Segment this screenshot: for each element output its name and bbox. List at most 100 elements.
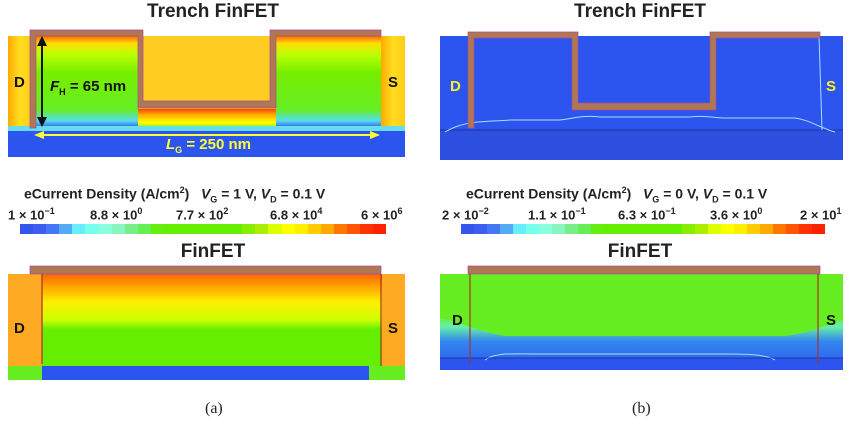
caption-b: (b) xyxy=(632,400,651,417)
gate-length-annotation: LG = 250 nm xyxy=(166,136,251,155)
trench-gate xyxy=(467,31,821,129)
colorbar-segment xyxy=(669,224,682,234)
colorbar-segment xyxy=(255,224,269,234)
colorbar-segment xyxy=(150,224,164,234)
colorbar-segment xyxy=(124,224,138,234)
channel-interface xyxy=(8,126,405,131)
colorbar-segment xyxy=(137,224,151,234)
gate xyxy=(467,265,821,275)
colorbar-segment xyxy=(656,224,669,234)
drain-label: D xyxy=(14,320,25,337)
colorbar-segment xyxy=(799,224,812,234)
panel-b-bottom-title: FinFET xyxy=(607,241,673,262)
contour-line xyxy=(818,35,823,131)
colorbar-segment xyxy=(539,224,552,234)
drain-region xyxy=(8,36,32,128)
contour-line xyxy=(484,353,776,361)
colorbar-segment xyxy=(526,224,539,234)
colorbar-segment xyxy=(721,224,734,234)
colorbar-segment xyxy=(734,224,747,234)
fin-right xyxy=(276,36,381,128)
panel-b-top-title: Trench FinFET xyxy=(574,1,706,22)
colorbar-segment xyxy=(360,224,374,234)
drain-label: D xyxy=(452,312,463,329)
trench-channel xyxy=(138,109,276,128)
panel-b-trench-finfet-map xyxy=(440,31,843,160)
colorbar-segment xyxy=(33,224,47,234)
colorbar-tick: 1 × 10−1 xyxy=(8,206,55,223)
colorbar-segment xyxy=(203,224,217,234)
colorbar-tick: 1.1 × 10−1 xyxy=(528,206,586,223)
colorbar-tick: 6 × 106 xyxy=(361,206,403,223)
panel-a-trench-finfet-map xyxy=(8,29,405,157)
colorbar-segment xyxy=(229,224,243,234)
colorbar-segment xyxy=(190,224,204,234)
colorbar-segment xyxy=(604,224,617,234)
fin-left xyxy=(32,36,138,128)
trench-gate xyxy=(29,29,382,129)
colorbar-segment xyxy=(812,224,825,234)
colorbar-tick: 2 × 10−2 xyxy=(442,206,489,223)
colorbar-segment xyxy=(513,224,526,234)
colorbar-segment xyxy=(617,224,630,234)
colorbar-segment xyxy=(98,224,112,234)
colorbar-segment xyxy=(643,224,656,234)
panel-a-colorbar-title: eCurrent Density (A/cm2) VG = 1 V, VD = … xyxy=(24,185,326,205)
colorbar-segment xyxy=(695,224,708,234)
colorbar-segment xyxy=(85,224,99,234)
contour-line xyxy=(444,115,836,133)
colorbar-segment xyxy=(786,224,799,234)
drain-label: D xyxy=(450,78,461,95)
panel-a-top-title: Trench FinFET xyxy=(147,1,279,22)
panel-a-colorbar xyxy=(20,224,387,234)
colorbar-segment xyxy=(242,224,256,234)
colorbar-segment xyxy=(747,224,760,234)
colorbar-tick: 6.3 × 10−1 xyxy=(618,206,676,223)
colorbar-segment xyxy=(682,224,695,234)
colorbar-segment xyxy=(591,224,604,234)
colorbar-segment xyxy=(20,224,34,234)
colorbar-segment xyxy=(500,224,513,234)
arrow-head-right xyxy=(370,131,380,139)
colorbar-segment xyxy=(176,224,191,234)
panel-b-colorbar-title: eCurrent Density (A/cm2) VG = 0 V, VD = … xyxy=(466,185,768,205)
colorbar-tick: 2 × 101 xyxy=(800,206,842,223)
drain-label: D xyxy=(14,74,25,91)
colorbar-segment xyxy=(333,224,347,234)
panel-a-colorbar-ticks: 1 × 10−1 8.8 × 100 7.7 × 102 6.8 × 104 6… xyxy=(8,206,408,222)
colorbar-segment xyxy=(552,224,565,234)
colorbar-segment xyxy=(294,224,308,234)
fin-channel xyxy=(42,274,382,366)
colorbar-segment xyxy=(373,224,387,234)
fin-height-annotation: FH = 65 nm xyxy=(50,78,127,97)
colorbar-segment xyxy=(565,224,578,234)
arrow-head-left xyxy=(34,131,44,139)
colorbar-segment xyxy=(708,224,721,234)
colorbar-segment xyxy=(578,224,591,234)
colorbar-segment xyxy=(216,224,230,234)
gate xyxy=(29,265,382,275)
arrow-head-up xyxy=(37,36,47,46)
colorbar-tick: 8.8 × 100 xyxy=(90,206,143,223)
colorbar-segment xyxy=(474,224,487,234)
colorbar-segment xyxy=(163,224,177,234)
panel-b-finfet-map xyxy=(440,265,843,370)
colorbar-segment xyxy=(307,224,321,234)
source-label: S xyxy=(826,78,837,95)
arrow-head-down xyxy=(37,117,47,127)
colorbar-segment xyxy=(630,224,643,234)
source-label: S xyxy=(826,312,837,329)
source-label: S xyxy=(388,320,399,337)
panel-b-colorbar xyxy=(461,224,825,234)
colorbar-segment xyxy=(281,224,295,234)
caption-a: (a) xyxy=(205,400,223,417)
colorbar-tick: 3.6 × 100 xyxy=(710,206,763,223)
colorbar-tick: 7.7 × 102 xyxy=(176,206,229,223)
substrate xyxy=(440,130,843,160)
substrate xyxy=(440,358,843,370)
colorbar-segment xyxy=(46,224,60,234)
source-region xyxy=(381,36,405,128)
green-field xyxy=(440,274,843,336)
source-label: S xyxy=(388,74,399,91)
panel-b-colorbar-ticks: 2 × 10−2 1.1 × 10−1 6.3 × 10−1 3.6 × 100… xyxy=(442,206,850,222)
